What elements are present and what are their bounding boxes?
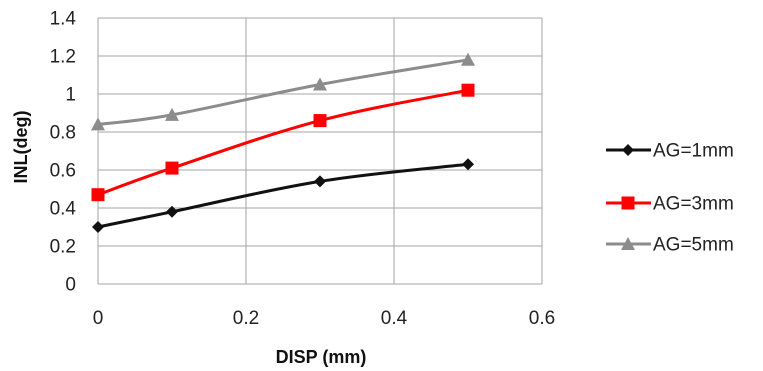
series-lines [97, 58, 469, 229]
data-point-ag-3mm [461, 83, 475, 97]
legend-item-ag-1mm: AG=1mm [606, 141, 734, 162]
y-tick-label: 0.2 [50, 237, 76, 258]
grid [97, 17, 543, 285]
data-point-ag-3mm [313, 114, 327, 128]
x-tick-label: 0.4 [381, 308, 408, 329]
legend-marker [621, 237, 635, 250]
y-axis-title: INL(deg) [11, 111, 31, 184]
legend-label: AG=1mm [653, 141, 734, 162]
x-tick-label: 0.6 [529, 308, 555, 329]
series-line-ag-3mm [97, 88, 469, 197]
legend: AG=1mm AG=3mm AG=5mm [606, 141, 734, 256]
data-point-ag-1mm [92, 221, 104, 233]
data-point-ag-5mm [165, 107, 179, 121]
data-point-ag-3mm [91, 188, 105, 202]
data-point-ag-1mm [314, 175, 326, 188]
legend-label: AG=5mm [653, 235, 734, 256]
legend-item-ag-5mm: AG=5mm [606, 235, 734, 256]
x-tick-label: 0.2 [233, 308, 259, 329]
y-tick-label: 0.6 [50, 161, 76, 182]
data-point-ag-5mm [313, 77, 327, 91]
data-point-ag-1mm [462, 158, 474, 171]
y-axis-ticks: 0 0.2 0.4 0.6 0.8 1 1.2 1.4 [50, 9, 77, 296]
data-point-ag-5mm [461, 52, 475, 66]
data-point-ag-5mm [91, 117, 105, 131]
plot-area [91, 17, 543, 285]
data-point-ag-3mm [165, 161, 179, 175]
y-tick-label: 1.4 [50, 9, 77, 30]
series-line-ag-5mm [97, 58, 469, 126]
legend-label: AG=3mm [653, 194, 734, 215]
legend-item-ag-3mm: AG=3mm [606, 194, 734, 215]
x-axis-ticks: 0 0.2 0.4 0.6 [93, 308, 556, 329]
series-line-ag-1mm [97, 162, 469, 229]
y-tick-label: 0 [65, 275, 76, 296]
x-tick-label: 0 [93, 308, 104, 329]
data-point-ag-1mm [166, 205, 178, 218]
y-tick-label: 0.4 [50, 199, 77, 220]
y-tick-label: 0.8 [50, 123, 76, 144]
legend-marker [622, 144, 634, 156]
legend-marker [621, 196, 635, 210]
y-tick-label: 1.2 [50, 47, 76, 68]
series-markers [91, 52, 475, 233]
x-axis-title: DISP (mm) [276, 347, 367, 367]
y-tick-label: 1 [65, 85, 76, 106]
